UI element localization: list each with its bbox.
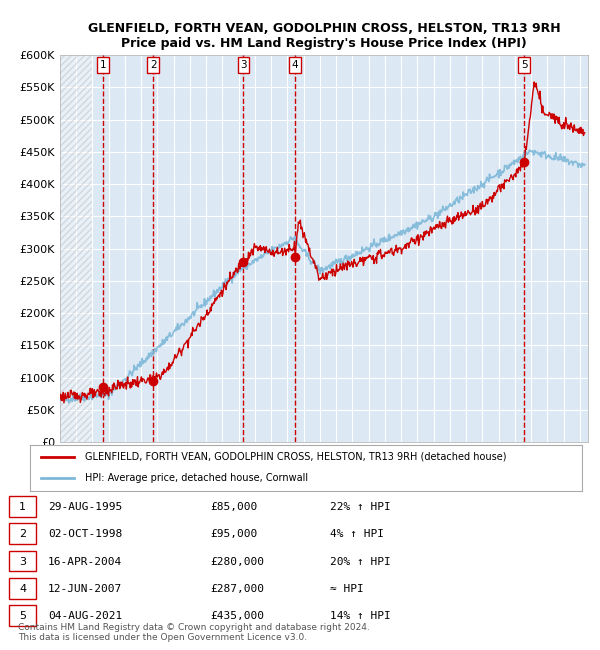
- Text: 02-OCT-1998: 02-OCT-1998: [48, 529, 122, 539]
- Text: 1: 1: [19, 502, 26, 512]
- Text: HPI: Average price, detached house, Cornwall: HPI: Average price, detached house, Corn…: [85, 473, 308, 483]
- Text: 4: 4: [291, 60, 298, 70]
- Bar: [244, 55, 295, 442]
- Text: 3: 3: [240, 60, 247, 70]
- Bar: [60, 55, 92, 442]
- Text: 04-AUG-2021: 04-AUG-2021: [48, 611, 122, 621]
- Text: 4: 4: [19, 584, 26, 594]
- Bar: [524, 55, 588, 442]
- Text: 29-AUG-1995: 29-AUG-1995: [48, 502, 122, 512]
- Text: 12-JUN-2007: 12-JUN-2007: [48, 584, 122, 594]
- Text: Contains HM Land Registry data © Crown copyright and database right 2024.
This d: Contains HM Land Registry data © Crown c…: [18, 623, 370, 642]
- Text: 16-APR-2004: 16-APR-2004: [48, 556, 122, 567]
- Text: £85,000: £85,000: [210, 502, 257, 512]
- Text: 2: 2: [19, 529, 26, 539]
- Text: 5: 5: [19, 611, 26, 621]
- Text: 5: 5: [521, 60, 528, 70]
- Title: GLENFIELD, FORTH VEAN, GODOLPHIN CROSS, HELSTON, TR13 9RH
Price paid vs. HM Land: GLENFIELD, FORTH VEAN, GODOLPHIN CROSS, …: [88, 22, 560, 50]
- Bar: [154, 55, 244, 442]
- Text: 22% ↑ HPI: 22% ↑ HPI: [330, 502, 391, 512]
- Text: £287,000: £287,000: [210, 584, 264, 594]
- Text: 20% ↑ HPI: 20% ↑ HPI: [330, 556, 391, 567]
- Text: 3: 3: [19, 556, 26, 567]
- Text: 1: 1: [100, 60, 107, 70]
- Text: ≈ HPI: ≈ HPI: [330, 584, 364, 594]
- Text: £95,000: £95,000: [210, 529, 257, 539]
- Text: £280,000: £280,000: [210, 556, 264, 567]
- Bar: [295, 55, 524, 442]
- Text: GLENFIELD, FORTH VEAN, GODOLPHIN CROSS, HELSTON, TR13 9RH (detached house): GLENFIELD, FORTH VEAN, GODOLPHIN CROSS, …: [85, 452, 506, 461]
- Text: £435,000: £435,000: [210, 611, 264, 621]
- Text: 2: 2: [150, 60, 157, 70]
- Text: 4% ↑ HPI: 4% ↑ HPI: [330, 529, 384, 539]
- Text: 14% ↑ HPI: 14% ↑ HPI: [330, 611, 391, 621]
- Bar: [103, 55, 154, 442]
